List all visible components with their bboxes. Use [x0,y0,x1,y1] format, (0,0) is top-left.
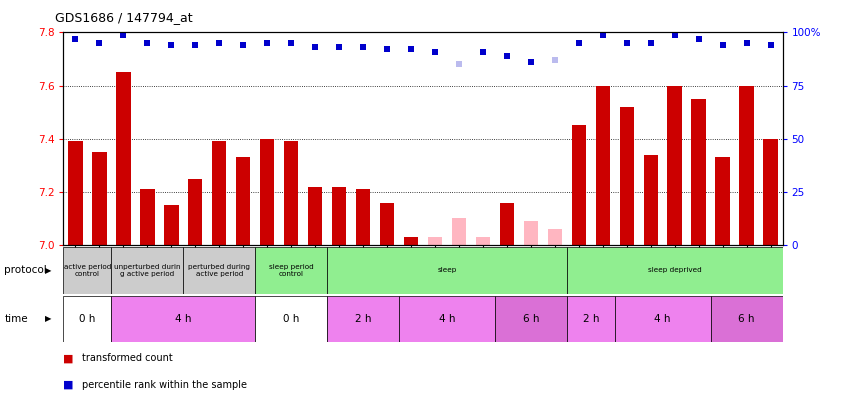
Bar [92,152,107,245]
Bar [140,189,155,245]
Text: unperturbed durin
g active period: unperturbed durin g active period [114,264,180,277]
Text: sleep deprived: sleep deprived [648,267,701,273]
Text: perturbed during
active period: perturbed during active period [189,264,250,277]
Text: 4 h: 4 h [175,314,191,324]
Bar [69,141,83,245]
Text: 6 h: 6 h [523,314,539,324]
Bar [327,247,567,294]
Text: transformed count: transformed count [82,354,173,363]
Bar [164,205,179,245]
Bar [356,189,371,245]
Bar [711,296,783,342]
Bar [255,296,327,342]
Bar [644,155,658,245]
Bar [763,139,777,245]
Text: sleep period
control: sleep period control [269,264,314,277]
Text: percentile rank within the sample: percentile rank within the sample [82,380,247,390]
Bar [619,107,634,245]
Bar [236,157,250,245]
Bar [327,296,399,342]
Bar [716,157,730,245]
Text: 6 h: 6 h [739,314,755,324]
Bar [112,247,184,294]
Text: ■: ■ [63,354,74,363]
Bar [547,229,562,245]
Bar [116,72,130,245]
Text: ■: ■ [63,380,74,390]
Text: active period
control: active period control [63,264,111,277]
Bar [500,202,514,245]
Text: protocol: protocol [4,265,47,275]
Text: time: time [4,314,28,324]
Bar [739,85,754,245]
Bar [404,237,418,245]
Bar [260,139,274,245]
Bar [524,221,538,245]
Text: ▶: ▶ [45,266,52,275]
Bar [475,237,490,245]
Bar [667,85,682,245]
Bar [691,99,706,245]
Bar [63,247,112,294]
Bar [399,296,495,342]
Text: 4 h: 4 h [439,314,455,324]
Bar [495,296,567,342]
Bar [308,187,322,245]
Text: 2 h: 2 h [583,314,599,324]
Bar [332,187,346,245]
Bar [567,247,783,294]
Text: 4 h: 4 h [655,314,671,324]
Bar [284,141,299,245]
Bar [63,296,112,342]
Bar [428,237,442,245]
Bar [452,218,466,245]
Text: 0 h: 0 h [283,314,299,324]
Text: 0 h: 0 h [80,314,96,324]
Bar [380,202,394,245]
Text: sleep: sleep [437,267,457,273]
Bar [596,85,610,245]
Bar [188,179,202,245]
Text: GDS1686 / 147794_at: GDS1686 / 147794_at [55,11,193,24]
Bar [212,141,227,245]
Bar [567,296,615,342]
Bar [572,126,586,245]
Bar [615,296,711,342]
Bar [184,247,255,294]
Text: ▶: ▶ [45,314,52,324]
Text: 2 h: 2 h [354,314,371,324]
Bar [255,247,327,294]
Bar [112,296,255,342]
